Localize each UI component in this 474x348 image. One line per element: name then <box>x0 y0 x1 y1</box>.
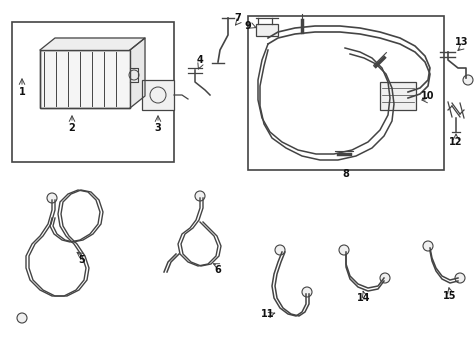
Circle shape <box>275 245 285 255</box>
Text: 5: 5 <box>79 255 85 265</box>
Text: 4: 4 <box>197 55 203 65</box>
Polygon shape <box>130 38 145 108</box>
Bar <box>142 80 174 110</box>
Text: 1: 1 <box>18 87 26 97</box>
Text: 14: 14 <box>357 293 371 303</box>
Text: 11: 11 <box>261 309 275 319</box>
Bar <box>40 50 130 108</box>
Bar <box>380 82 416 110</box>
Polygon shape <box>40 38 145 50</box>
Circle shape <box>339 245 349 255</box>
Bar <box>12 22 174 162</box>
Circle shape <box>455 273 465 283</box>
Bar <box>248 16 444 170</box>
Circle shape <box>47 193 57 203</box>
Circle shape <box>463 75 473 85</box>
Text: 6: 6 <box>215 265 221 275</box>
Text: 2: 2 <box>69 123 75 133</box>
Text: 10: 10 <box>421 91 435 101</box>
Text: 9: 9 <box>245 21 251 31</box>
Bar <box>256 24 278 36</box>
Circle shape <box>195 191 205 201</box>
Circle shape <box>302 287 312 297</box>
Text: 12: 12 <box>449 137 463 147</box>
Text: 7: 7 <box>235 13 241 23</box>
Text: 15: 15 <box>443 291 457 301</box>
Text: 8: 8 <box>343 169 349 179</box>
Circle shape <box>17 313 27 323</box>
Bar <box>40 50 130 108</box>
Circle shape <box>380 273 390 283</box>
Text: 3: 3 <box>155 123 161 133</box>
Text: 13: 13 <box>455 37 469 47</box>
Circle shape <box>423 241 433 251</box>
